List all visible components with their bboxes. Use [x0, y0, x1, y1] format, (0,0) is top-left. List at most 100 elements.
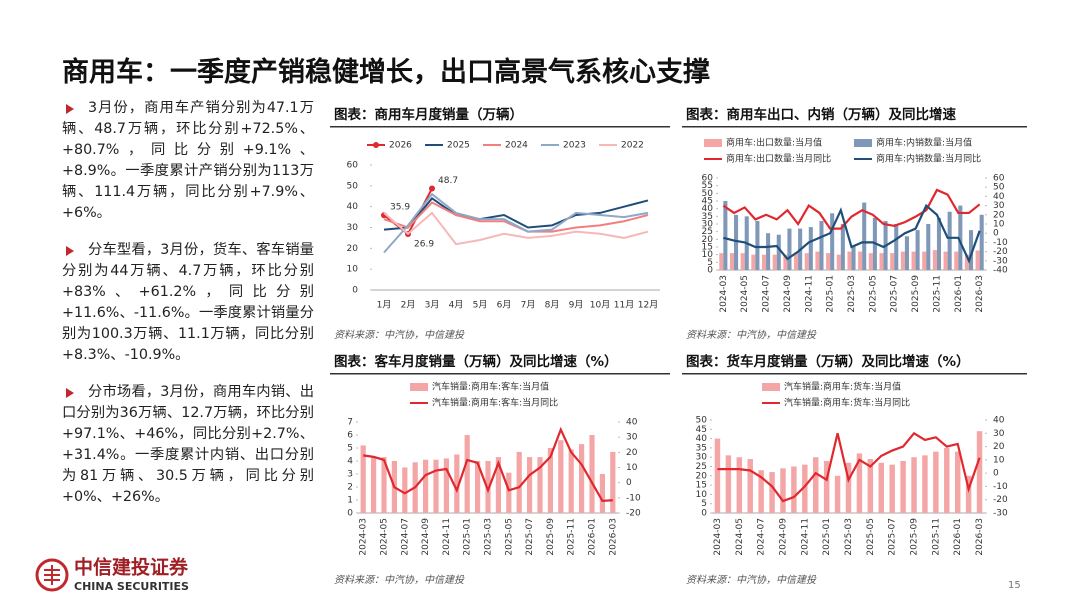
y2-tick-label: 30	[993, 201, 1005, 211]
bar	[819, 220, 824, 270]
y2-tick-label: 30	[993, 429, 1005, 439]
y-tick-label: 40	[702, 204, 714, 214]
y2-tick-label: 0	[626, 478, 632, 488]
bar	[719, 253, 724, 270]
bar	[845, 462, 852, 513]
y-tick-label: 35	[702, 212, 713, 222]
legend-swatch	[854, 139, 872, 147]
bar	[964, 254, 969, 270]
bar	[976, 431, 983, 513]
y-tick-label: 20	[696, 471, 708, 481]
title-underline	[330, 126, 670, 128]
x-tick-label: 2025-05	[866, 518, 876, 556]
y2-tick-label: -30	[993, 256, 1008, 266]
bar	[475, 461, 481, 513]
data-label: 48.7	[438, 176, 458, 186]
bar	[968, 230, 974, 270]
y-tick-label: 25	[702, 227, 713, 237]
legend-label: 2022	[621, 141, 644, 151]
y-tick-label: 50	[696, 416, 708, 426]
x-tick-label: 2025-11	[932, 275, 942, 313]
y-tick-label: 45	[696, 425, 707, 435]
x-tick-label: 2025-03	[484, 518, 494, 556]
chart-title: 图表：商用车月度销量（万辆）	[334, 106, 523, 123]
title-underline	[682, 126, 1027, 128]
y-tick-label: 2	[347, 483, 353, 493]
bar	[723, 201, 728, 270]
bar	[599, 474, 605, 513]
bar	[815, 251, 820, 270]
y2-tick-label: -10	[993, 238, 1008, 248]
x-tick-label: 9月	[569, 300, 584, 311]
y-tick-label: 0	[701, 509, 707, 519]
x-tick-label: 2024-03	[719, 275, 729, 313]
title-underline	[682, 373, 1027, 375]
x-tick-label: 2025-07	[525, 518, 535, 556]
legend-swatch	[704, 139, 722, 147]
y2-tick-label: 40	[993, 416, 1005, 426]
y-tick-label: 10	[696, 490, 708, 500]
series-line	[383, 192, 649, 254]
x-tick-label: 2025-09	[546, 518, 556, 556]
series-line	[363, 426, 613, 503]
y-tick-label: 15	[696, 481, 707, 491]
logo-en: CHINA SECURITIES	[74, 580, 189, 593]
y2-tick-label: 40	[993, 192, 1005, 202]
bar	[947, 211, 952, 270]
y-tick-label: 15	[702, 243, 713, 253]
x-tick-label: 2025-05	[504, 518, 514, 556]
bar	[381, 457, 387, 513]
x-tick-label: 10月	[590, 300, 610, 311]
bar	[360, 445, 366, 513]
bar	[787, 228, 792, 270]
bar	[879, 253, 884, 270]
bullet-text: 3月份，商用车产销分别为47.1万辆、48.7万辆，环比分别+72.5%、+80…	[62, 100, 314, 221]
y-tick-label: 5	[701, 499, 707, 509]
y-tick-label: 7	[347, 418, 353, 428]
bar	[851, 245, 856, 270]
bar	[862, 202, 867, 270]
bar	[714, 438, 721, 513]
x-tick-label: 2025-11	[567, 518, 577, 556]
series-line	[717, 431, 981, 503]
y2-tick-label: 30	[626, 433, 638, 443]
bar	[894, 224, 899, 270]
x-tick-label: 6月	[497, 300, 512, 311]
source-note: 资料来源：中汽协，中信建投	[334, 574, 465, 586]
bar	[516, 451, 522, 513]
bar	[776, 234, 781, 270]
bar	[823, 460, 830, 513]
y-tick-label: 3	[347, 470, 353, 480]
legend-label: 2026	[389, 141, 412, 151]
y-tick-label: 10	[347, 265, 359, 275]
chart-title: 图表：货车月度销量（万辆）及同比增速（%）	[686, 353, 970, 370]
y2-tick-label: -20	[993, 247, 1008, 257]
bar	[840, 224, 845, 270]
bar	[868, 253, 873, 270]
logo-emblem	[35, 558, 69, 592]
x-tick-label: 8月	[545, 300, 560, 311]
bar	[558, 440, 564, 513]
bar	[890, 253, 895, 270]
bar	[736, 457, 743, 513]
bar	[755, 220, 760, 270]
bar	[454, 454, 460, 513]
bar	[826, 253, 831, 270]
x-tick-label: 2025-11	[931, 518, 941, 556]
bar	[933, 451, 939, 513]
x-tick-label: 2月	[401, 300, 416, 311]
bar	[734, 214, 739, 270]
series-line	[723, 203, 981, 264]
y-tick-label: 60	[702, 174, 714, 184]
bar	[772, 254, 777, 270]
bar	[856, 453, 863, 513]
bar	[579, 444, 585, 513]
legend-label: 2025	[447, 141, 470, 151]
legend-label: 商用车:内销数量:当月值	[876, 137, 972, 149]
y-tick-label: 60	[347, 161, 359, 171]
y2-tick-label: 50	[993, 183, 1005, 193]
x-tick-label: 2024-07	[757, 518, 767, 556]
y-tick-label: 30	[347, 223, 359, 233]
bar	[568, 449, 574, 513]
